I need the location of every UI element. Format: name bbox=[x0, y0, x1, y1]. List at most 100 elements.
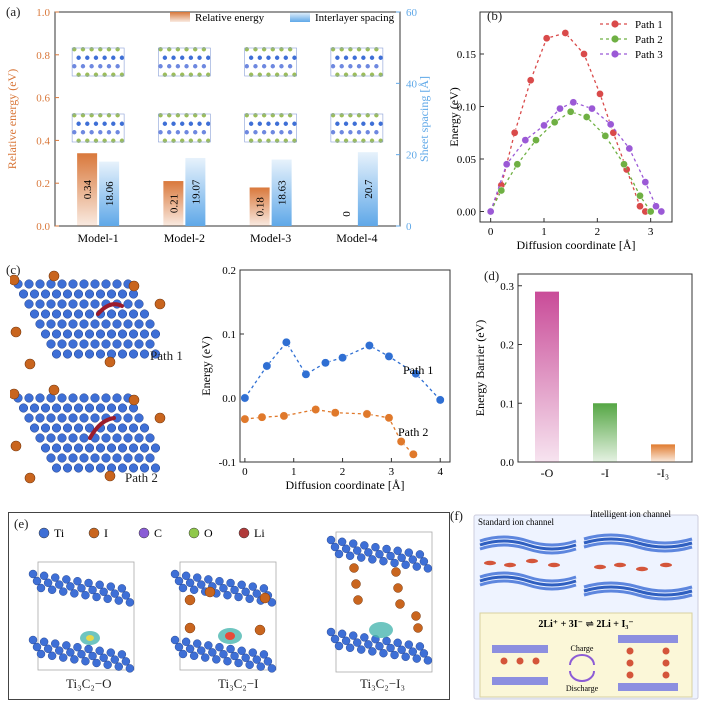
ti-atom bbox=[128, 329, 139, 339]
atom bbox=[188, 121, 194, 126]
ti-atom bbox=[57, 453, 67, 463]
ti-atom bbox=[204, 575, 213, 584]
bar-label-energy: 0.21 bbox=[168, 194, 180, 213]
sheet-wave bbox=[583, 533, 693, 545]
data-point bbox=[561, 29, 570, 37]
ti-atom bbox=[28, 635, 38, 645]
ti-atom bbox=[59, 653, 68, 662]
atom bbox=[197, 121, 202, 126]
ti-atom bbox=[47, 585, 57, 595]
chart-a: 0.0 0.2 0.4 0.6 0.8 1.0 0 20 40 60 Relative energy… bbox=[5, 7, 431, 245]
atom bbox=[93, 121, 99, 126]
ti-atom bbox=[252, 589, 261, 598]
intelligent-sheet-top bbox=[583, 533, 693, 553]
ti-atom bbox=[73, 463, 84, 473]
ti-atom bbox=[84, 578, 93, 588]
sheet-wave bbox=[583, 537, 693, 549]
ti-atom bbox=[88, 585, 97, 595]
li-particle bbox=[626, 647, 634, 655]
ti-atom bbox=[62, 463, 73, 473]
ti-atom bbox=[263, 657, 273, 666]
data-point bbox=[396, 437, 406, 446]
atom bbox=[72, 130, 77, 135]
ti-atom bbox=[40, 423, 51, 433]
ti-atom bbox=[95, 580, 104, 590]
ti-atom bbox=[59, 587, 68, 596]
caption-ti3c2-o: Ti₃C₂−O bbox=[66, 676, 112, 691]
chart-d: 0.0 0.1 0.2 0.3 Energy Barrier (eV) -O -I -I₃ bbox=[473, 273, 693, 480]
data-point bbox=[580, 50, 588, 58]
li-ion bbox=[484, 560, 496, 566]
atom bbox=[279, 130, 284, 135]
bar-energy-barrier bbox=[535, 291, 559, 462]
ti-atom bbox=[57, 413, 67, 423]
data-point bbox=[384, 413, 394, 423]
reaction-equation: 2Li⁺ + 3I⁻ ⇌ 2Li + I₃⁻ bbox=[538, 619, 633, 630]
ti-atom bbox=[412, 654, 421, 663]
ti-atom bbox=[18, 403, 29, 413]
ti-atom bbox=[35, 393, 45, 403]
ti-atom bbox=[62, 575, 71, 584]
bar-label-energy: 0.18 bbox=[255, 197, 267, 217]
atom bbox=[274, 55, 280, 60]
ti-atom bbox=[90, 299, 100, 309]
atom bbox=[283, 55, 288, 60]
ti-atom bbox=[68, 339, 78, 349]
ti-atom bbox=[29, 309, 40, 319]
atom bbox=[257, 55, 262, 60]
ti-atom bbox=[364, 640, 373, 649]
xlabel: Diffusion coordinate [Å] bbox=[285, 478, 404, 492]
atom bbox=[330, 130, 336, 135]
atom bbox=[119, 121, 125, 126]
bar-label-energy: 0 bbox=[341, 211, 353, 217]
model-structure-bottom bbox=[330, 113, 384, 143]
ti-atom bbox=[364, 548, 373, 557]
data-point bbox=[540, 121, 548, 130]
ti-atom bbox=[150, 329, 161, 339]
i-atom bbox=[24, 472, 36, 484]
ylabel: Energy (eV) bbox=[200, 336, 213, 395]
ti-atom bbox=[245, 660, 254, 670]
legend-marker bbox=[611, 20, 619, 28]
ti-atom bbox=[139, 443, 150, 453]
ytick-label: -0.1 bbox=[219, 457, 236, 469]
atom bbox=[253, 130, 258, 135]
ti-atom bbox=[57, 339, 67, 349]
ti-atom bbox=[123, 319, 133, 329]
sheet-wave bbox=[479, 575, 577, 587]
atom bbox=[193, 130, 198, 135]
ti-atom bbox=[419, 649, 429, 658]
ti-atom bbox=[150, 349, 161, 359]
ti-atom bbox=[90, 413, 100, 423]
ti-atom bbox=[408, 647, 417, 656]
sheet-wave bbox=[479, 543, 577, 555]
li-particle bbox=[626, 659, 634, 667]
ti-atom bbox=[106, 403, 117, 413]
ti-atom bbox=[128, 309, 139, 319]
ti-atom bbox=[181, 571, 191, 580]
legend-symbol-ti: Ti bbox=[54, 526, 65, 540]
ti-atom bbox=[79, 299, 89, 309]
ti-atom bbox=[121, 591, 131, 600]
xtick-label-d: -I bbox=[601, 466, 609, 480]
i-atom bbox=[184, 622, 196, 634]
ti-atom bbox=[408, 555, 417, 564]
series-line bbox=[244, 341, 441, 401]
ti-atom bbox=[259, 650, 269, 659]
ytick-label-d: 0.2 bbox=[500, 340, 514, 352]
ti-atom bbox=[81, 656, 90, 666]
ti-atom bbox=[114, 596, 123, 605]
atom bbox=[248, 55, 254, 60]
data-point bbox=[657, 207, 666, 216]
xtick-label-d: -I₃ bbox=[657, 466, 669, 480]
ti-atom bbox=[248, 648, 257, 657]
xtick-label: 1 bbox=[291, 466, 297, 478]
ti-atom bbox=[415, 642, 425, 651]
ti-atom bbox=[150, 463, 161, 473]
li-ion bbox=[594, 564, 606, 570]
y2tick-label-a: 20 bbox=[406, 150, 418, 162]
lattice-outline bbox=[158, 47, 211, 77]
ti-atom bbox=[62, 641, 71, 650]
ti-atom bbox=[134, 319, 144, 329]
charge-density-core bbox=[225, 632, 235, 640]
